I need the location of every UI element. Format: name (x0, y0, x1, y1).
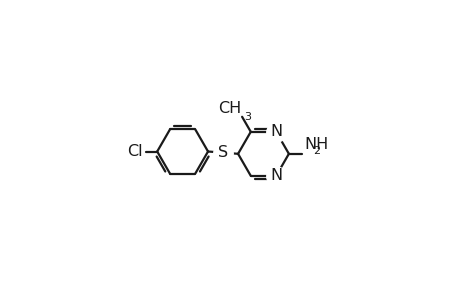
Text: CH: CH (218, 101, 241, 116)
Text: Cl: Cl (127, 144, 142, 159)
Text: 2: 2 (313, 146, 320, 156)
Text: N: N (269, 168, 282, 183)
Text: N: N (269, 124, 282, 139)
Text: 3: 3 (244, 112, 251, 122)
Text: NH: NH (303, 137, 327, 152)
Text: S: S (218, 145, 228, 160)
